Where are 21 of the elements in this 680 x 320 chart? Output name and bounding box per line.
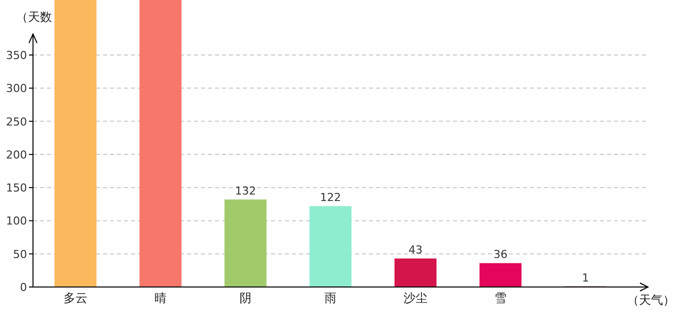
x-tick-label: 沙尘: [404, 291, 428, 305]
x-tick-label: 晴: [154, 291, 166, 305]
data-label: 132: [235, 184, 256, 198]
y-tick-label: 150: [6, 182, 27, 195]
data-label: 43: [408, 244, 422, 256]
y-tick-label: 300: [6, 82, 27, 96]
x-tick-label: 雨: [324, 291, 336, 305]
y-tick-label: 250: [6, 115, 27, 128]
y-tick-label: 100: [6, 214, 27, 228]
y-tick-label: 350: [6, 49, 27, 62]
x-tick-label: 雪: [494, 291, 506, 305]
y-tick-label: 200: [6, 148, 27, 162]
data-label: 36: [494, 248, 508, 262]
data-label: 122: [320, 191, 341, 204]
y-axis-title: （天数: [16, 10, 52, 24]
y-tick-label: 50: [13, 248, 27, 261]
data-label: 1: [582, 271, 589, 284]
x-tick-label: 多云: [64, 291, 88, 305]
x-tick-label: 阴: [240, 291, 252, 305]
y-tick-label: 0: [20, 281, 27, 294]
x-axis-title: （天气）: [627, 293, 675, 307]
